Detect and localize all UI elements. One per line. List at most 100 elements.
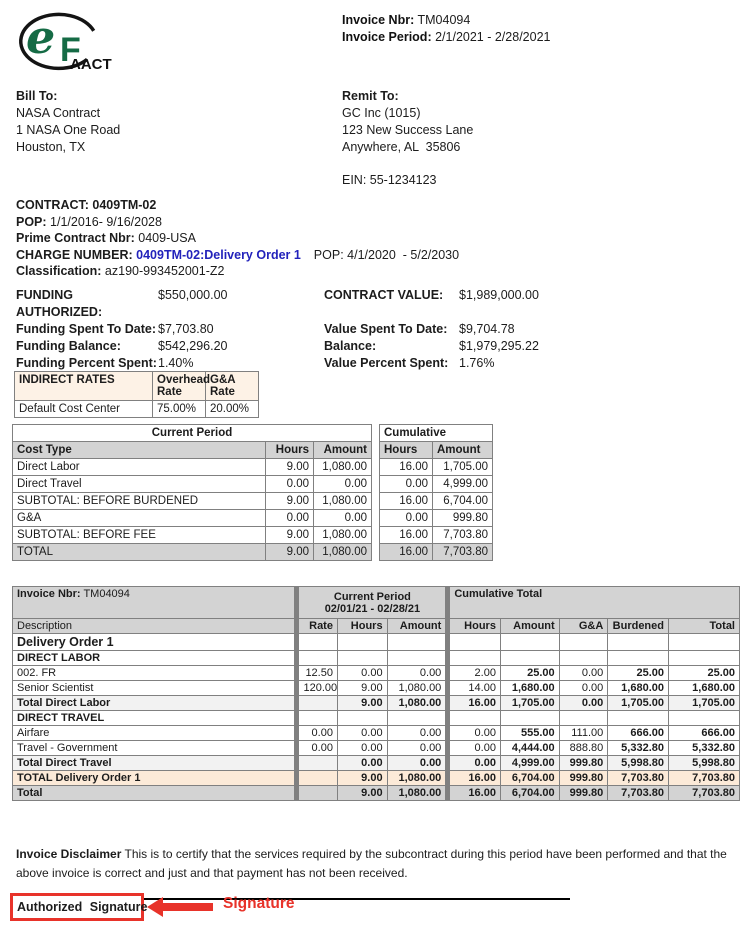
hours-header: Hours (265, 441, 314, 459)
contract-value: 0409TM-02 (92, 198, 157, 212)
cell: 0.00 (558, 695, 609, 711)
cell: 7,703.80 (668, 785, 740, 801)
contract-value-label: Balance: (324, 339, 377, 353)
cell: 5,332.80 (607, 740, 669, 756)
cell: 1,705.00 (668, 695, 740, 711)
cell: 0.00 (386, 725, 449, 741)
cell: 9.00 (336, 680, 388, 696)
cell: 16.00 (379, 526, 433, 544)
hours-header: Hours (379, 441, 433, 459)
contract-value-value: 1.76% (459, 356, 495, 370)
cell: 16.00 (379, 458, 433, 476)
classification-value: az190-993452001-Z2 (104, 264, 225, 278)
cell: 0.00 (294, 725, 338, 741)
contract-value-value: $1,989,000.00 (459, 288, 539, 302)
signature-area: Authorized Signature Signature (10, 890, 750, 930)
table-row: Travel - Government 0.00 0.00 0.00 0.00 … (11, 740, 740, 756)
cell: 7,703.80 (607, 785, 669, 801)
rate-header: Rate (294, 618, 338, 634)
cost-type-header: Cost Type (12, 441, 266, 459)
contract-value-label: Value Spent To Date: (324, 322, 448, 336)
disclaimer-label: Invoice Disclaimer (16, 847, 122, 861)
funding-value: $550,000.00 (158, 288, 228, 302)
current-period-line1: Current Period (333, 590, 411, 603)
svg-text:AACT: AACT (70, 56, 112, 73)
burdened-header: Burdened (607, 618, 669, 634)
pop-line: POP: 1/1/2016- 9/16/2028 (16, 214, 459, 231)
cell: Direct Labor (12, 458, 266, 476)
indirect-rates-table: INDIRECT RATES Overhead Rate G&A Rate De… (14, 371, 259, 418)
charge-pop-label: POP: (313, 247, 344, 262)
invoice-meta: Invoice Nbr: TM04094 Invoice Period: 2/1… (342, 12, 550, 46)
cell: 120.00 (294, 680, 338, 696)
authorized-signature-label: Authorized Signature (17, 900, 148, 914)
cell: 0.00 (445, 725, 501, 741)
cell: 5,332.80 (668, 740, 740, 756)
cell: 5,998.80 (668, 755, 740, 771)
cell: 999.80 (558, 770, 609, 786)
cell: 666.00 (607, 725, 669, 741)
amount-header: Amount (313, 441, 372, 459)
cell: 0.00 (379, 509, 433, 527)
remit-to-label: Remit To: (342, 89, 399, 103)
table-row: Current Period (12, 424, 372, 442)
table-row: Total 9.00 1,080.00 16.00 6,704.00 999.8… (11, 785, 740, 801)
svg-text:e: e (26, 10, 55, 64)
invoice-nbr-value: TM04094 (417, 13, 471, 27)
cell: 7,703.80 (668, 770, 740, 786)
cell: TOTAL (12, 543, 266, 561)
overhead-rate-header: Overhead Rate (152, 371, 210, 401)
cell: 16.00 (445, 770, 501, 786)
table-row: 16.00 7,703.80 (379, 526, 493, 544)
cell: 1,680.00 (499, 680, 560, 696)
cell: 5,998.80 (607, 755, 669, 771)
cell: 16.00 (445, 785, 501, 801)
charge-number-link[interactable]: 0409TM-02:Delivery Order 1 (136, 247, 301, 262)
table-row: TOTAL 9.00 1,080.00 (12, 543, 372, 561)
table-row: Airfare 0.00 0.00 0.00 0.00 555.00 111.0… (11, 725, 740, 741)
funding-label: Funding Balance: (16, 339, 121, 353)
disclaimer-text: This is to certify that the services req… (16, 847, 727, 880)
cell: 12.50 (294, 665, 338, 681)
funding-label: Funding Percent Spent: (16, 356, 157, 370)
cell: 25.00 (499, 665, 560, 681)
funding-value: $7,703.80 (158, 322, 214, 336)
cell: 6,704.00 (432, 492, 493, 510)
funding-value: 1.40% (158, 356, 194, 370)
cumulative-title: Cumulative (379, 424, 493, 442)
hours-header: Hours (336, 618, 388, 634)
table-row: DIRECT LABOR (11, 650, 740, 666)
cell: 7,703.80 (432, 543, 493, 561)
table-row: Description Rate Hours Amount Hours Amou… (11, 618, 740, 634)
pop-value: 1/1/2016- 9/16/2028 (50, 214, 162, 229)
cell: 0.00 (265, 475, 314, 493)
cell: Senior Scientist (11, 680, 298, 696)
cell: 0.00 (379, 475, 433, 493)
cost-summary-tables: Current Period Cost Type Hours Amount Di… (12, 424, 493, 561)
authorized-signature-box[interactable]: Authorized Signature (10, 893, 148, 921)
cell: 25.00 (668, 665, 740, 681)
signature-annotation-label: Signature (223, 895, 295, 912)
bill-to-line: NASA Contract (16, 106, 101, 120)
cell: 9.00 (336, 785, 388, 801)
invoice-nbr-label: Invoice Nbr: (342, 13, 415, 27)
cumulative-total-header: Cumulative Total (445, 586, 740, 619)
cell: 6,704.00 (499, 770, 560, 786)
contract-value-value: $9,704.78 (459, 322, 515, 336)
funding-label: FUNDING AUTHORIZED: (16, 288, 103, 319)
remit-to-line: Anywhere, AL 35806 (342, 140, 461, 154)
cumulative-table: Cumulative Hours Amount 16.00 1,705.00 0… (379, 424, 493, 561)
cell: 0.00 (336, 725, 388, 741)
cell: 4,999.00 (499, 755, 560, 771)
charge-pop-value: 4/1/2020 - 5/2/2030 (347, 247, 460, 262)
table-row: Total Direct Travel 0.00 0.00 0.00 4,999… (11, 755, 740, 771)
amount-header: Amount (386, 618, 449, 634)
description-header: Description (11, 618, 298, 634)
cell: G&A (12, 509, 266, 527)
cell: SUBTOTAL: BEFORE FEE (12, 526, 266, 544)
ga-rate-header: G&A Rate (205, 371, 259, 401)
cell: 1,080.00 (386, 785, 449, 801)
table-row: Senior Scientist 120.00 9.00 1,080.00 14… (11, 680, 740, 696)
current-period-title: Current Period (12, 424, 372, 442)
table-row: 16.00 6,704.00 (379, 492, 493, 510)
